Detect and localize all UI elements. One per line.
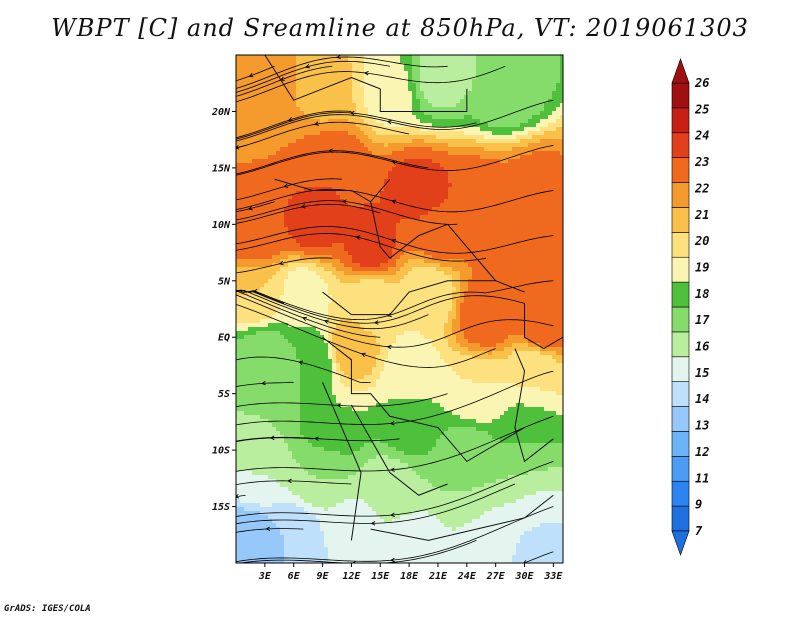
colorbar: 7 9 11 12 13 14 15 16 17 18 19 20 21 22 23 24 25 26 <box>671 58 710 556</box>
colorbar-label: 9 <box>695 498 702 512</box>
lon-label: 12E <box>342 571 361 582</box>
lon-label: 24E <box>457 571 477 582</box>
colorbar-segment <box>671 157 690 183</box>
wbpt-shaded-field <box>236 55 563 563</box>
colorbar-label: 24 <box>694 129 709 143</box>
colorbar-label: 25 <box>694 102 709 116</box>
streamlines <box>236 55 554 563</box>
colorbar-label: 17 <box>695 313 710 327</box>
lat-label: 15N <box>212 163 231 174</box>
colorbar-segment <box>671 256 690 283</box>
colorbar-segment <box>671 505 690 532</box>
colorbar-label: 18 <box>695 287 709 301</box>
colorbar-label: 11 <box>695 471 709 485</box>
lat-label: 10S <box>212 446 230 457</box>
lat-label: 20N <box>211 107 231 118</box>
colorbar-segment <box>671 480 690 507</box>
colorbar-label: 26 <box>694 76 709 90</box>
lon-label: 27E <box>486 571 506 582</box>
lon-label: 3E <box>258 571 272 582</box>
colorbar-label: 12 <box>695 445 709 459</box>
colorbar-label: 22 <box>694 181 709 195</box>
colorbar-segment <box>671 132 690 158</box>
colorbar-segment <box>671 431 690 457</box>
colorbar-segment <box>671 232 690 258</box>
lat-label: 5N <box>218 276 231 287</box>
colorbar-label: 15 <box>695 366 709 380</box>
colorbar-label: 7 <box>695 524 703 538</box>
credit-text: GrADS: IGES/COLA <box>4 604 91 614</box>
colorbar-label: 21 <box>694 208 709 222</box>
colorbar-segment <box>671 356 690 382</box>
lat-label: 10N <box>212 220 231 231</box>
colorbar-min-arrow <box>671 530 690 556</box>
colorbar-segment <box>671 82 690 109</box>
lon-label: 30E <box>514 571 534 582</box>
lon-label: 9E <box>317 571 330 582</box>
lon-label: 6E <box>288 571 301 582</box>
colorbar-label: 14 <box>695 392 709 406</box>
colorbar-label: 19 <box>695 260 709 274</box>
lat-label: EQ <box>218 333 230 344</box>
lon-label: 33E <box>543 571 563 582</box>
map-title: WBPT [C] and Sreamline at 850hPa, VT: 20… <box>51 14 749 42</box>
colorbar-segment <box>671 107 690 134</box>
colorbar-label: 20 <box>694 234 709 248</box>
lon-label: 15E <box>371 571 390 582</box>
colorbar-max-arrow <box>671 58 690 84</box>
colorbar-label: 23 <box>694 155 709 169</box>
colorbar-segment <box>671 281 690 308</box>
colorbar-segment <box>671 406 690 432</box>
lat-label: 15S <box>212 502 230 513</box>
map-frame <box>235 54 564 564</box>
lon-label: 21E <box>428 571 448 582</box>
colorbar-segment <box>671 381 690 407</box>
lon-label: 18E <box>400 571 419 582</box>
colorbar-segment <box>671 331 690 358</box>
colorbar-segment <box>671 456 690 482</box>
colorbar-label: 16 <box>695 340 709 354</box>
colorbar-segment <box>671 207 690 233</box>
colorbar-segment <box>671 182 690 208</box>
lat-label: 5S <box>218 389 230 400</box>
latitude-axis: 20N 15N 10N 5N EQ 5S 10S 15S <box>211 107 236 513</box>
colorbar-label: 13 <box>695 419 709 433</box>
longitude-axis: 3E 6E 9E 12E 15E 18E 21E 24E 27E 30E 33E <box>258 563 563 582</box>
colorbar-segment <box>671 306 690 333</box>
country-borders <box>264 55 563 541</box>
